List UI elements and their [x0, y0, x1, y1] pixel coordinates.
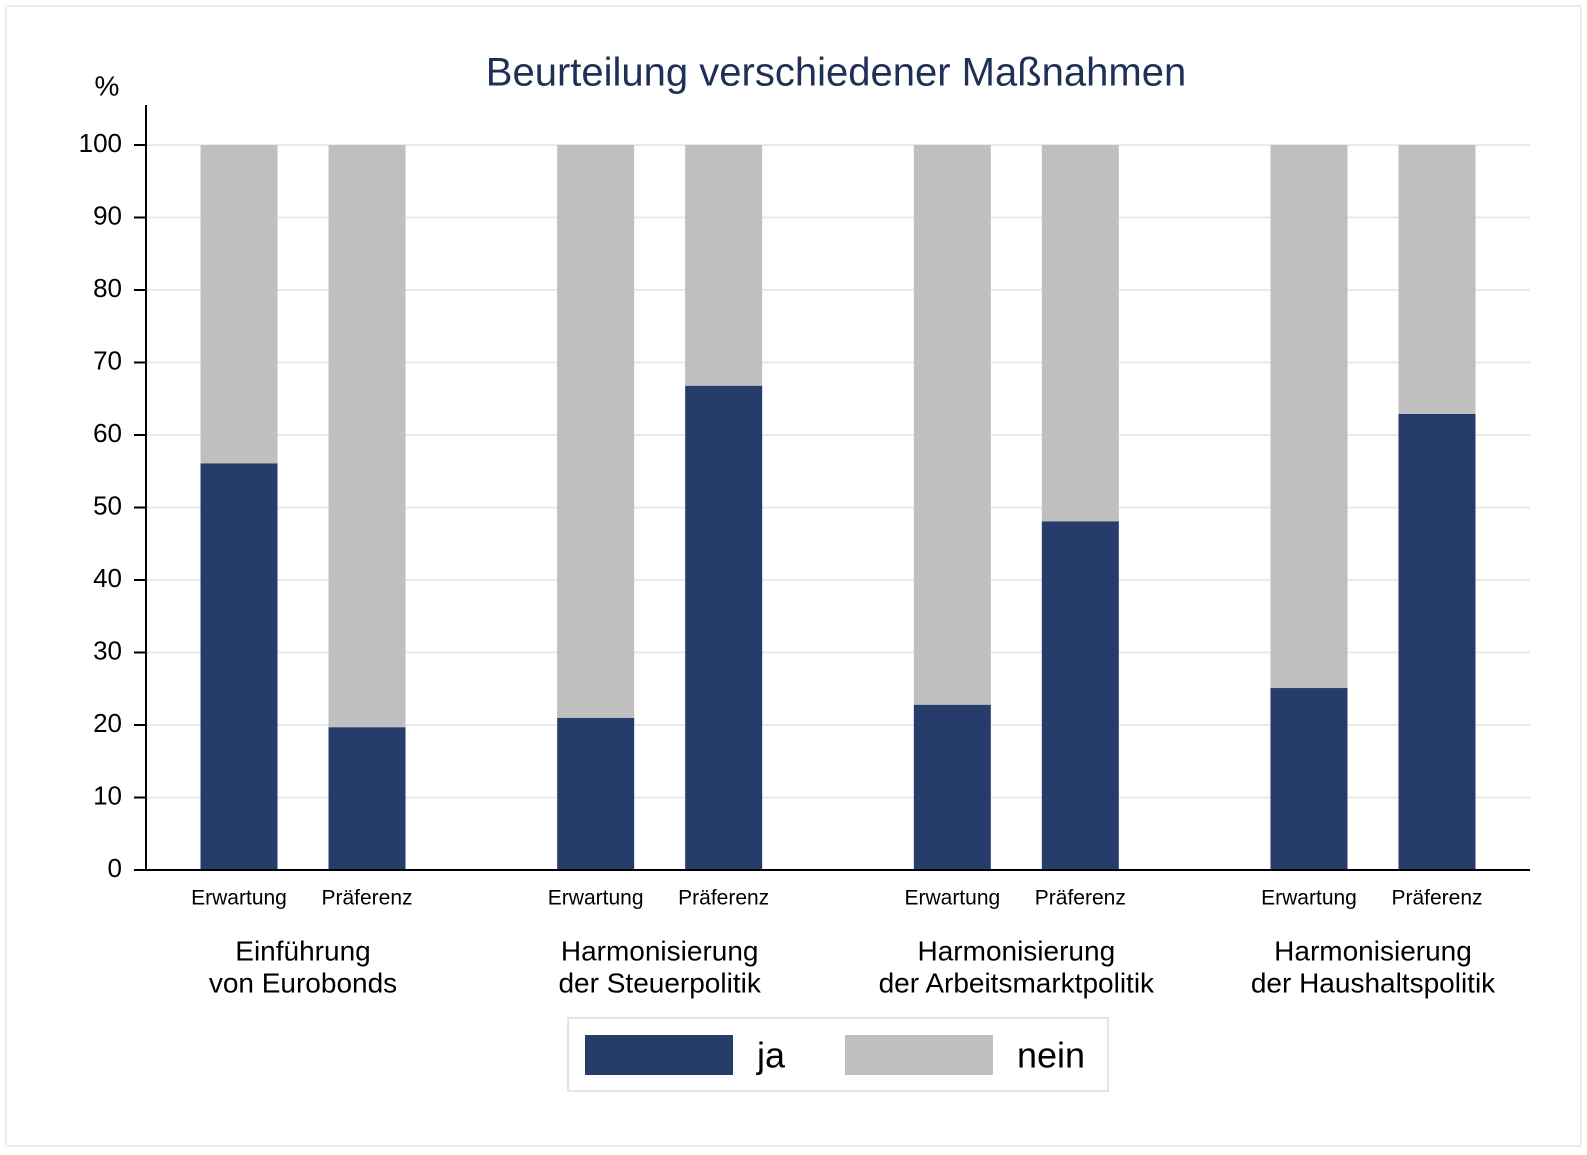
- bar-segment: [913, 145, 991, 705]
- y-tick-label: 20: [93, 708, 122, 738]
- x-tick-label: Präferenz: [1391, 887, 1482, 910]
- y-tick-label: 70: [93, 345, 122, 375]
- group-label: der Steuerpolitik: [558, 967, 761, 998]
- chart-title: Beurteilung verschiedener Maßnahmen: [486, 51, 1186, 95]
- y-tick-label: 0: [108, 853, 122, 883]
- bar-segment: [557, 717, 635, 870]
- y-tick-label: 60: [93, 418, 122, 448]
- bar-segment: [685, 385, 763, 870]
- bar-segment: [1398, 145, 1476, 414]
- bar-segment: [557, 145, 635, 718]
- group-label: Harmonisierung: [918, 935, 1116, 966]
- legend-swatch: [845, 1035, 993, 1075]
- group-label: Harmonisierung: [561, 935, 759, 966]
- bar-segment: [328, 727, 406, 870]
- group-label: Einführung: [235, 935, 370, 966]
- bar-segment: [1041, 145, 1119, 522]
- x-tick-label: Präferenz: [321, 887, 412, 910]
- bar-segment: [685, 145, 763, 386]
- group-label: der Arbeitsmarktpolitik: [879, 967, 1155, 998]
- y-tick-label: 80: [93, 273, 122, 303]
- legend-swatch: [585, 1035, 733, 1075]
- y-tick-label: 50: [93, 490, 122, 520]
- bar-segment: [1270, 145, 1348, 689]
- y-tick-label: 40: [93, 563, 122, 593]
- group-label: von Eurobonds: [209, 967, 397, 998]
- bar-segment: [1398, 413, 1476, 870]
- bar-segment: [1041, 521, 1119, 870]
- y-tick-label: 10: [93, 780, 122, 810]
- bar-segment: [200, 145, 278, 464]
- x-tick-label: Präferenz: [1035, 887, 1126, 910]
- group-label: Harmonisierung: [1274, 935, 1472, 966]
- legend-label: nein: [1017, 1035, 1085, 1076]
- x-tick-label: Erwartung: [548, 887, 644, 910]
- y-tick-label: 30: [93, 635, 122, 665]
- x-tick-label: Erwartung: [1261, 887, 1357, 910]
- x-tick-label: Erwartung: [191, 887, 287, 910]
- bar-segment: [913, 704, 991, 870]
- y-axis-label: %: [95, 70, 120, 101]
- legend-label: ja: [756, 1035, 786, 1076]
- y-tick-label: 100: [79, 128, 122, 158]
- group-label: der Haushaltspolitik: [1251, 967, 1496, 998]
- y-tick-label: 90: [93, 200, 122, 230]
- bar-segment: [200, 463, 278, 870]
- bar-segment: [328, 145, 406, 728]
- bar-segment: [1270, 688, 1348, 870]
- x-tick-label: Erwartung: [904, 887, 1000, 910]
- x-tick-label: Präferenz: [678, 887, 769, 910]
